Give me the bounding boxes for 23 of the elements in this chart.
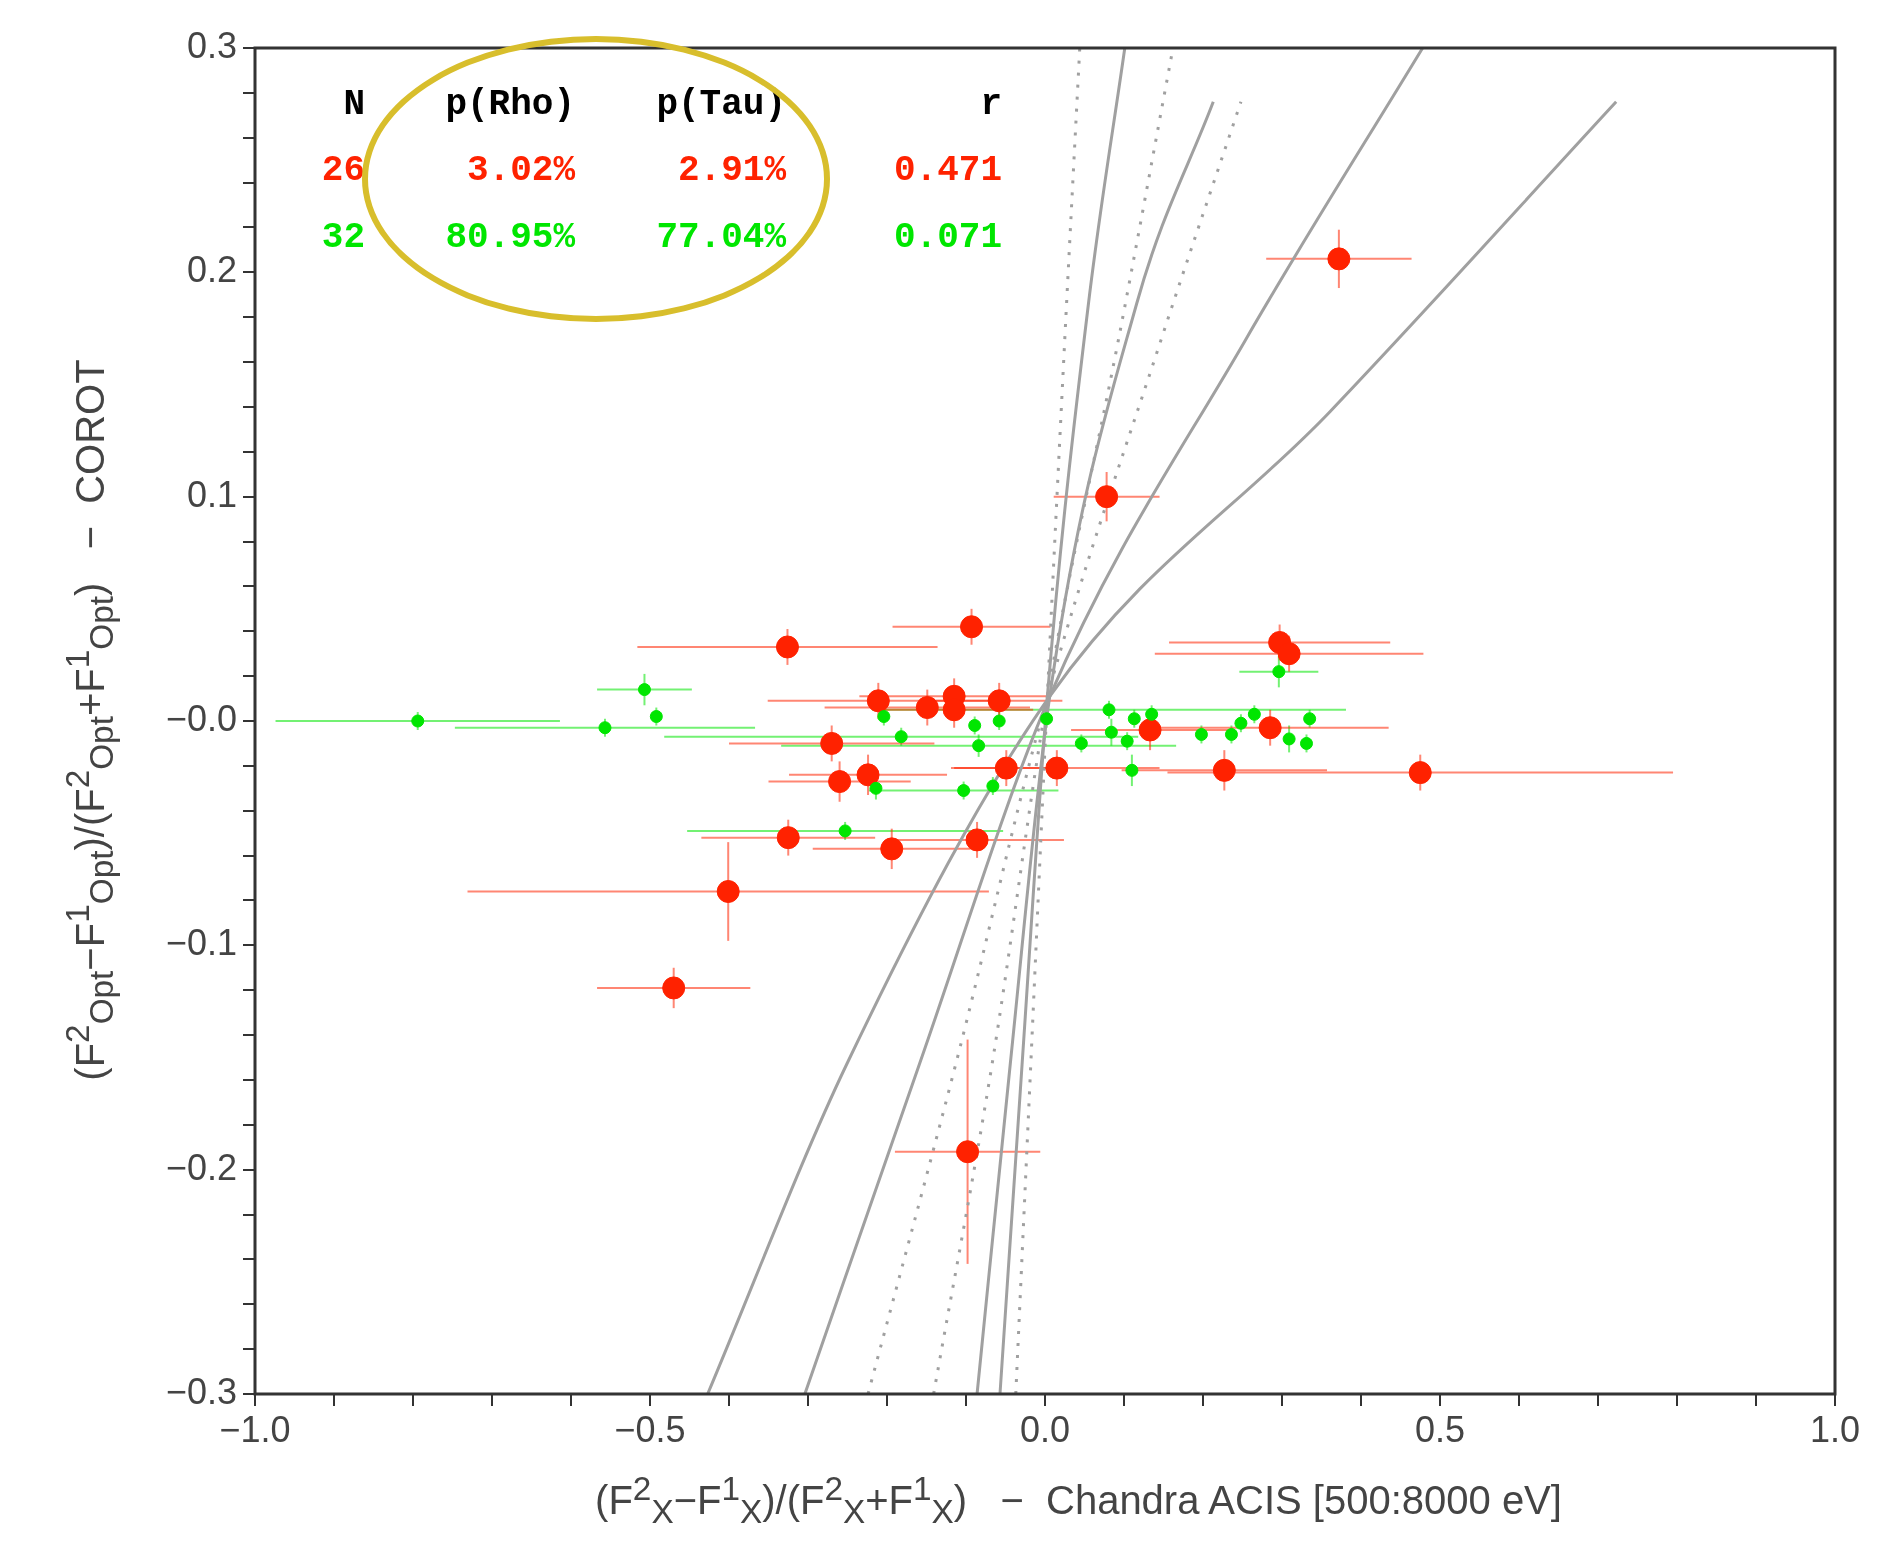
x-tick-label: 1.0 <box>1809 1408 1861 1450</box>
y-tick-label: −0.1 <box>165 922 237 964</box>
annotation: 0.071 <box>893 217 1002 259</box>
annotation: 2.91% <box>677 150 787 192</box>
y-tick-label: 0.1 <box>186 473 237 515</box>
text: (F$^{2}$$_{X}$−F$^{1}$$_{X}$)/(F$^{2}$$_{X}$+F$^{1}$$_{X}$) − Chandra ACIS [500:8000 eV] <box>595 1470 1562 1531</box>
annotation: 0.471 <box>893 150 1002 192</box>
x-tick-label: −0.5 <box>614 1408 686 1450</box>
annotation: 26 <box>321 150 365 192</box>
y-tick-label: −0.0 <box>165 697 237 739</box>
annotation: N <box>343 84 365 126</box>
annotation: 80.95% <box>445 217 576 259</box>
annotation: 3.02% <box>466 150 576 192</box>
annotation: p(Tau) <box>656 84 786 126</box>
x-tick-label: 0.5 <box>1414 1408 1466 1450</box>
x-tick-label: 0.0 <box>1019 1408 1071 1450</box>
annotation: r <box>980 84 1002 126</box>
y-tick-label: 0.2 <box>186 249 237 291</box>
annotation: 77.04% <box>656 217 787 259</box>
annotation: 32 <box>321 217 365 259</box>
y-tick-label: 0.3 <box>186 24 237 66</box>
y-tick-label: −0.2 <box>165 1146 237 1188</box>
annotation: p(Rho) <box>445 84 575 126</box>
